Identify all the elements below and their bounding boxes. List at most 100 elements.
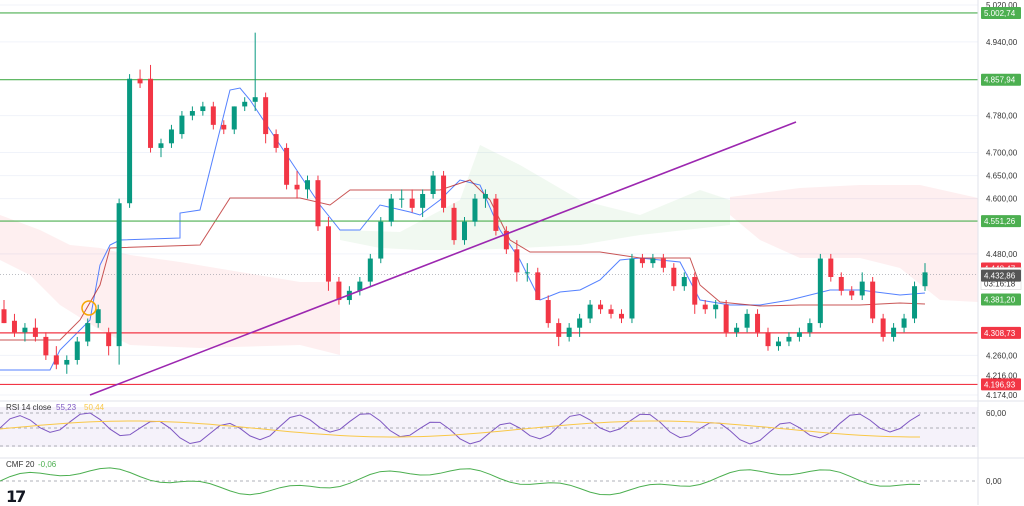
candle-body — [106, 332, 112, 347]
candle — [462, 217, 467, 245]
candle-body — [713, 304, 719, 310]
cloud-bearish — [730, 185, 978, 302]
candle — [116, 198, 122, 365]
candle-body — [137, 78, 143, 84]
trendline[interactable] — [81, 121, 797, 396]
candle-body — [681, 276, 687, 287]
candle — [807, 318, 813, 337]
candle-body — [441, 175, 447, 208]
candle-body — [1, 309, 7, 324]
candle-body — [608, 309, 614, 314]
candle-body — [566, 327, 572, 337]
signal-marker — [81, 300, 97, 316]
candle-body — [399, 198, 405, 200]
candle — [922, 263, 928, 291]
candle — [85, 318, 91, 347]
candle-body — [53, 355, 59, 365]
candle-body — [723, 304, 729, 333]
candle-body — [786, 336, 792, 342]
candle-body — [263, 97, 269, 135]
candle-body — [305, 180, 311, 190]
candle-body — [325, 226, 331, 282]
candle — [681, 272, 687, 291]
candle-body — [807, 323, 813, 333]
candle-body — [734, 327, 740, 333]
candle — [755, 309, 761, 337]
level-tag — [981, 215, 1021, 228]
candle — [912, 281, 918, 324]
candle-body — [221, 124, 227, 130]
candle — [702, 300, 708, 314]
candle-body — [64, 359, 70, 365]
candle-body — [430, 175, 436, 195]
level-tag — [981, 326, 1021, 339]
candle-body — [650, 258, 656, 264]
rsi-axis-tick: 60,00 — [986, 409, 1007, 418]
candle — [43, 332, 49, 360]
candle — [409, 189, 415, 213]
candle — [1, 300, 7, 324]
level-tag-label: 4.308,73 — [984, 329, 1016, 338]
rsi-ma-line — [0, 420, 920, 438]
level-tag-label: 4.551,26 — [984, 217, 1016, 226]
candle — [828, 253, 834, 282]
ichimoku-cloud — [0, 145, 978, 355]
candle — [242, 97, 248, 112]
candle — [723, 300, 729, 337]
candle-body — [598, 304, 604, 310]
rsi-label: RSI 14 close — [6, 403, 52, 412]
candle — [598, 300, 604, 314]
candlesticks[interactable] — [1, 32, 928, 374]
candle — [880, 313, 886, 342]
candle — [608, 304, 614, 319]
cmf-line — [0, 467, 921, 496]
candle — [618, 309, 624, 324]
candle-body — [545, 300, 551, 324]
price-tag — [981, 293, 1021, 306]
candle-body — [838, 276, 844, 291]
candle — [148, 64, 154, 153]
candle-body — [629, 258, 635, 319]
candle-body — [242, 101, 248, 107]
candle — [587, 300, 593, 324]
rsi-band — [0, 407, 978, 447]
price-axis-tick: 5.020,00 — [986, 1, 1018, 10]
candle-body — [514, 249, 520, 273]
candle — [535, 267, 541, 301]
candle — [482, 189, 488, 208]
rsi-pane: RSI 14 close 55,23 50,44 60,00 — [0, 403, 1007, 447]
candle — [158, 138, 164, 158]
candle — [765, 327, 771, 351]
candle — [849, 286, 855, 301]
candle-body — [796, 332, 802, 337]
horizontal-levels[interactable] — [0, 12, 978, 386]
candle — [294, 170, 300, 199]
candle-body — [148, 78, 154, 148]
candle — [650, 253, 656, 268]
candle — [503, 226, 509, 254]
rsi-value: 55,23 — [56, 403, 77, 412]
candle-body — [179, 115, 185, 135]
candle — [430, 170, 436, 199]
price-axis-tick: 4.780,00 — [986, 112, 1018, 121]
candle — [263, 92, 269, 144]
candle-body — [692, 276, 698, 305]
candle — [74, 336, 80, 365]
candle — [273, 129, 279, 153]
cmf-label: CMF 20 — [6, 460, 35, 469]
candle — [378, 217, 384, 264]
candle — [838, 272, 844, 296]
candle-body — [524, 272, 530, 274]
trendline-segment — [89, 121, 797, 396]
candle-body — [922, 272, 928, 287]
candle-body — [702, 304, 708, 310]
candle — [284, 143, 290, 190]
candle — [901, 313, 907, 333]
candle-body — [200, 106, 206, 112]
candle — [200, 101, 206, 116]
level-tag-label: 5.002,74 — [984, 9, 1016, 18]
candle-body — [11, 320, 17, 333]
candle — [566, 323, 572, 342]
candle-body — [503, 230, 509, 250]
